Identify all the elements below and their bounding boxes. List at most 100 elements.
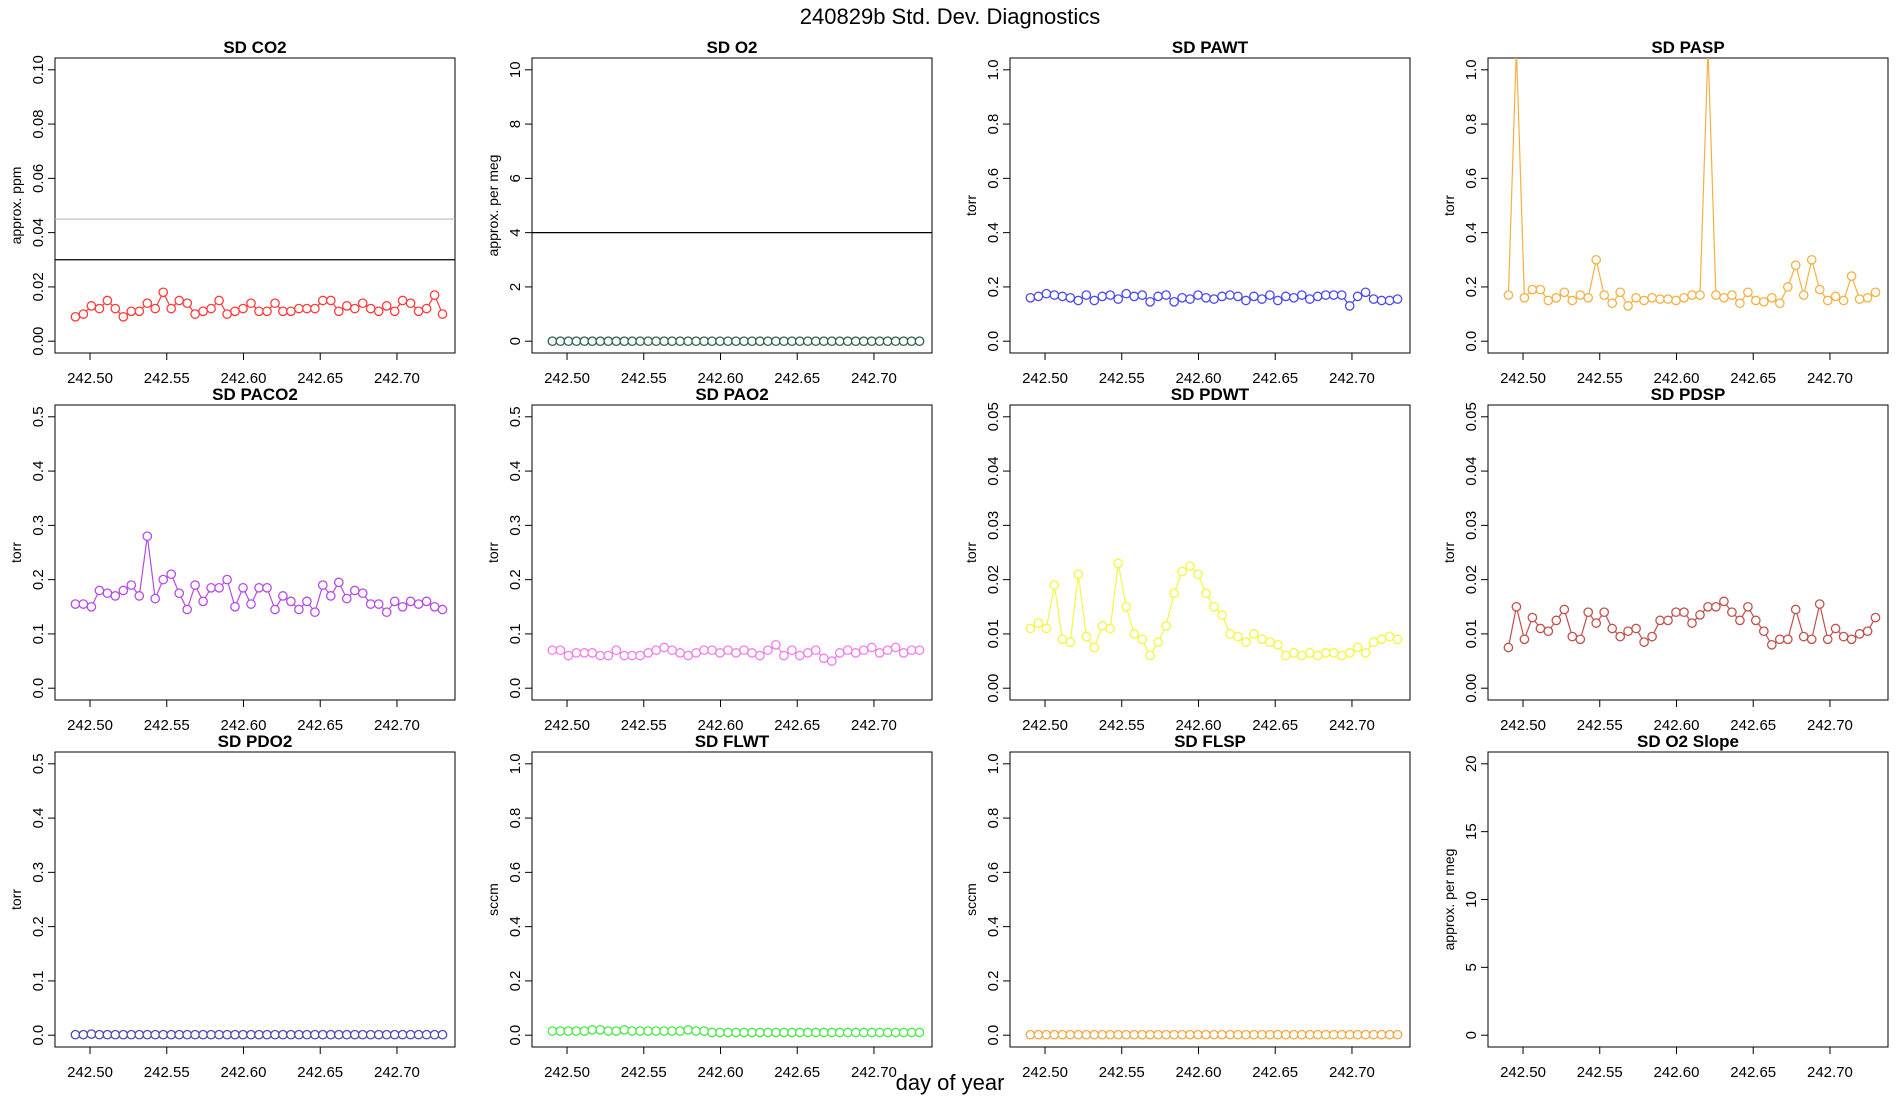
data-point [86, 601, 97, 612]
data-point [310, 607, 320, 618]
data-point [222, 1029, 232, 1040]
data-point [802, 336, 813, 347]
y-axis-label: torr [485, 542, 501, 563]
y-tick-label: 0.5 [507, 406, 524, 427]
data-point [794, 650, 805, 661]
data-point [118, 311, 129, 322]
x-tick-label: 242.70 [374, 717, 420, 734]
data-point [1233, 1029, 1243, 1040]
x-tick-label: 242.70 [851, 1064, 897, 1081]
data-point [1814, 284, 1825, 295]
data-point [1392, 294, 1403, 304]
data-point [437, 604, 448, 615]
data-point [1750, 295, 1761, 306]
y-tick-label: 0 [1463, 1031, 1480, 1039]
data-point [1336, 290, 1347, 300]
data-point [1512, 44, 1520, 52]
data-point [1089, 642, 1100, 653]
data-point [182, 1029, 193, 1040]
data-point [1217, 291, 1227, 302]
data-point [707, 1027, 717, 1038]
data-point [699, 645, 709, 656]
data-point [571, 336, 582, 347]
data-point [707, 336, 717, 347]
data-point [357, 1029, 368, 1040]
data-point [270, 1029, 280, 1040]
panel-title: SD PAWT [1172, 38, 1249, 57]
data-point [611, 645, 622, 656]
data-point [1081, 1029, 1092, 1040]
data-point [699, 336, 709, 347]
data-point [1280, 1029, 1291, 1040]
x-tick-label: 242.50 [1022, 717, 1068, 734]
data-point [1567, 631, 1578, 642]
data-point [110, 1029, 121, 1040]
data-point [1575, 634, 1586, 645]
data-point [755, 336, 765, 347]
y-tick-label: 0.0 [30, 678, 47, 699]
data-point [579, 1026, 590, 1036]
data-point [1567, 295, 1578, 306]
data-point [150, 1029, 161, 1040]
data-point [882, 336, 893, 347]
x-tick-label: 242.65 [297, 1064, 343, 1081]
data-point [1862, 292, 1873, 303]
data-point [914, 336, 925, 347]
data-point [190, 1029, 200, 1040]
x-tick-label: 242.70 [374, 1064, 420, 1081]
data-point [1392, 634, 1403, 645]
y-tick-label: 0.4 [985, 916, 1002, 937]
data-point [1519, 634, 1530, 645]
data-point [1328, 290, 1339, 300]
data-point [158, 287, 169, 298]
data-point [1201, 588, 1211, 599]
data-point [1559, 287, 1570, 298]
data-point [1272, 1029, 1283, 1040]
data-point [1097, 1029, 1108, 1040]
data-point [555, 1026, 566, 1036]
data-point [1766, 639, 1777, 650]
data-point [1097, 291, 1108, 302]
data-point [1121, 601, 1132, 612]
data-point [1615, 631, 1626, 642]
data-point [794, 336, 805, 347]
data-point [771, 1027, 781, 1038]
data-point [1033, 1029, 1044, 1040]
data-point [429, 1029, 440, 1040]
data-point [1743, 287, 1753, 298]
data-point [547, 1026, 558, 1036]
data-point [166, 569, 177, 580]
data-point [389, 1029, 400, 1040]
data-point [595, 1024, 606, 1035]
plot-frame [531, 57, 933, 354]
data-point [739, 1027, 749, 1038]
data-point [1217, 1029, 1227, 1040]
data-point [1623, 626, 1633, 637]
data-point [1344, 648, 1355, 658]
data-point [755, 650, 765, 661]
data-point [102, 588, 113, 599]
y-tick-label: 0.3 [30, 862, 47, 883]
data-point [1687, 618, 1697, 628]
data-point [1352, 291, 1363, 302]
data-point [1607, 623, 1618, 634]
data-point [771, 336, 781, 347]
data-point [850, 648, 861, 658]
data-point [1193, 290, 1203, 300]
x-tick-label: 242.60 [698, 1064, 744, 1081]
data-point [94, 303, 105, 314]
data-point [1735, 615, 1745, 626]
data-point [78, 309, 89, 319]
y-axis-label: torr [963, 195, 979, 216]
x-tick-label: 242.65 [774, 370, 820, 387]
data-point [126, 306, 137, 317]
data-point [302, 596, 312, 607]
data-point [158, 574, 169, 585]
data-point [302, 1029, 312, 1040]
data-point [611, 1026, 622, 1036]
panel-sd-pdwt: SD PDWT 0.00 0.01 0.02 0.03 0.04 0.05 torr 242.5… [963, 385, 1411, 734]
data-point [1703, 601, 1713, 612]
data-point [707, 645, 717, 656]
y-tick-label: 0.2 [30, 569, 47, 590]
data-point [1647, 631, 1657, 642]
